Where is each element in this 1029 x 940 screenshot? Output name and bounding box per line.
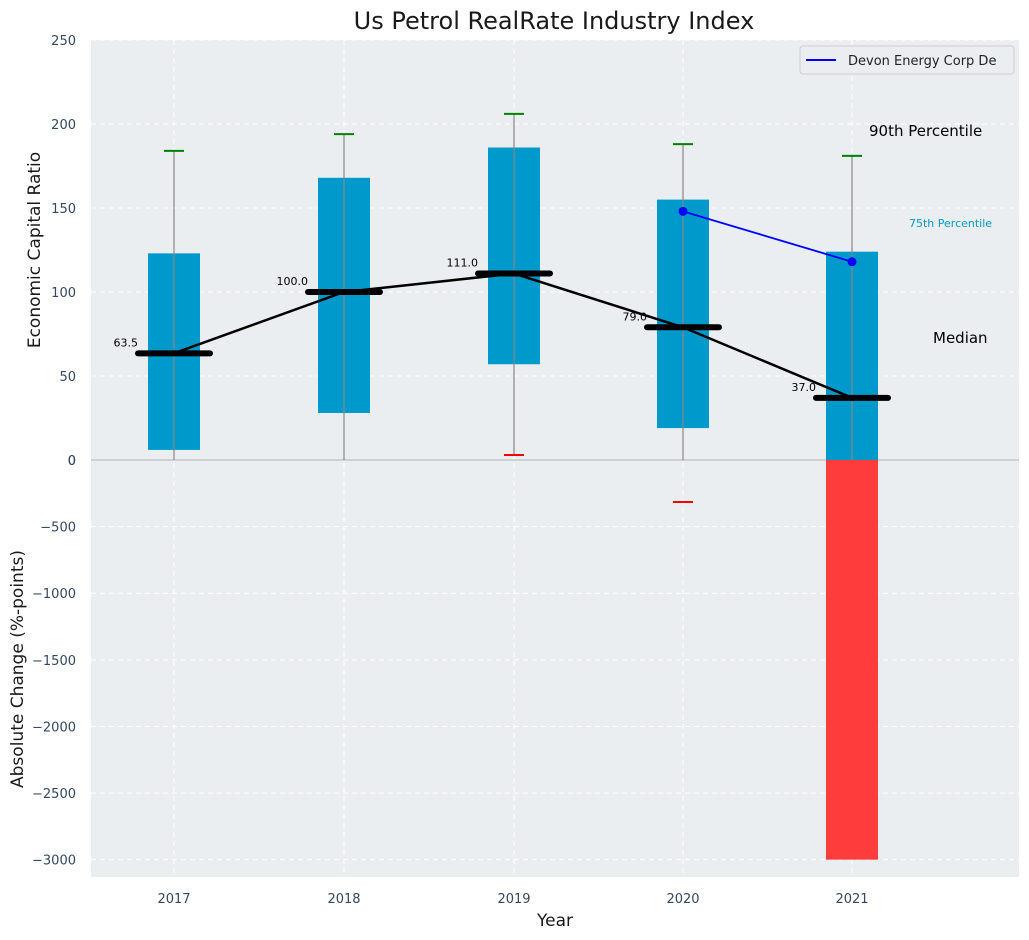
annotation-90th-percentile: 90th Percentile <box>869 122 982 140</box>
y-tick-label: −3000 <box>32 854 76 869</box>
bottom-plot-area <box>91 460 1019 877</box>
bar-marks <box>826 460 878 860</box>
y-tick-label: −1500 <box>32 654 76 669</box>
median-value-label: 111.0 <box>447 257 479 270</box>
median-value-label: 37.0 <box>792 381 817 394</box>
y-tick-label: 200 <box>51 118 76 133</box>
top-y-axis-label: Economic Capital Ratio <box>25 152 45 348</box>
y-tick-label: 100 <box>51 286 76 301</box>
x-axis-label: Year <box>536 911 573 931</box>
y-tick-label: 150 <box>51 202 76 217</box>
annotation-median: Median <box>933 329 988 347</box>
median-value-label: 79.0 <box>623 310 648 323</box>
box-plot-marks: 63.5 100.0 111.0 79.0 37.0 <box>114 112 891 503</box>
bottom-y-axis-label: Absolute Change (%-points) <box>8 550 28 788</box>
y-tick-label: −500 <box>40 521 76 536</box>
y-tick-label: −2500 <box>32 787 76 802</box>
legend-label: Devon Energy Corp De <box>848 54 996 69</box>
y-tick-label: 250 <box>51 34 76 49</box>
chart-title: Us Petrol RealRate Industry Index <box>354 7 755 35</box>
x-tick-label: 2018 <box>327 892 360 907</box>
median-value-label: 100.0 <box>277 275 309 288</box>
y-tick-label: −2000 <box>32 720 76 735</box>
y-tick-label: −1000 <box>32 587 76 602</box>
median-value-label: 63.5 <box>114 336 139 349</box>
series-point <box>847 257 857 267</box>
series-point <box>678 206 688 216</box>
change-bar <box>826 460 878 860</box>
legend: Devon Energy Corp De <box>799 45 1015 75</box>
x-tick-label: 2019 <box>497 892 530 907</box>
y-tick-label: 0 <box>68 454 76 469</box>
y-tick-label: 0 <box>68 454 76 469</box>
x-tick-label: 2021 <box>835 892 868 907</box>
axis-ticks: 0 50 100 150 200 250 −3000 −2500 −2000 −1500 −1000… <box>32 34 869 907</box>
series-line <box>682 210 853 263</box>
annotation-75th-percentile: 75th Percentile <box>909 217 992 230</box>
x-tick-label: 2020 <box>666 892 699 907</box>
y-tick-label: 50 <box>59 370 76 385</box>
legend-box <box>799 45 1015 75</box>
x-tick-label: 2017 <box>157 892 190 907</box>
